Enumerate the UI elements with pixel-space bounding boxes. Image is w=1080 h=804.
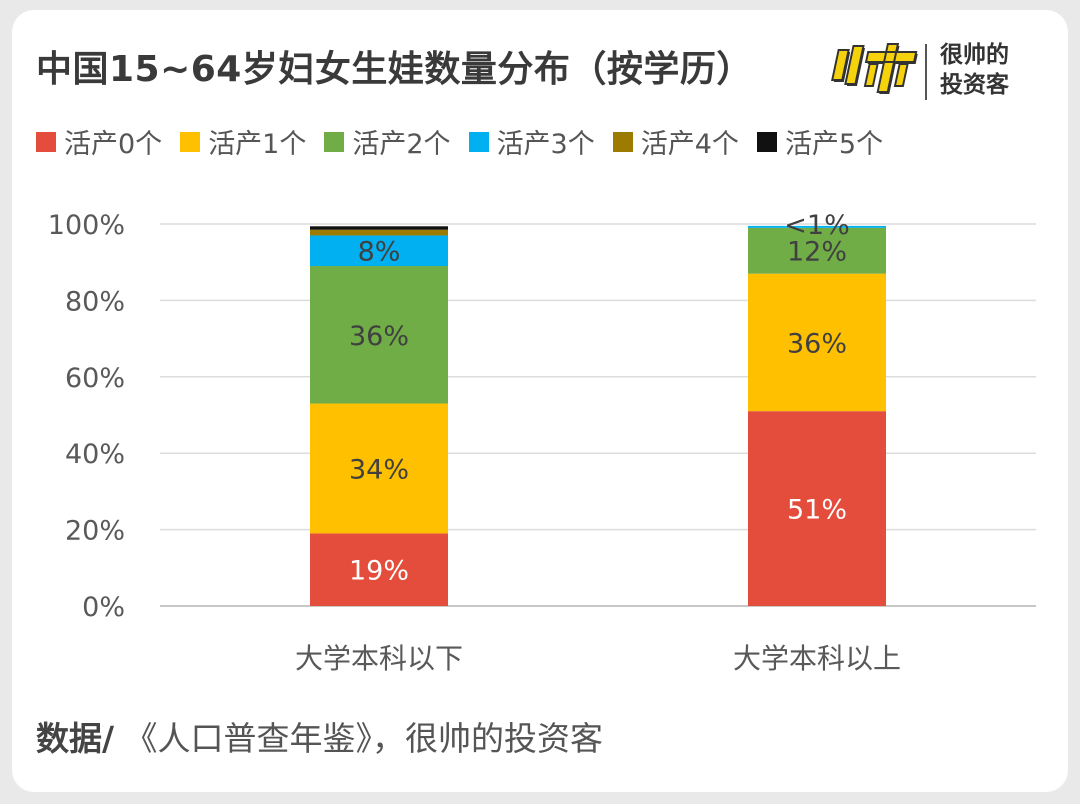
legend-item: 活产0个 bbox=[36, 122, 162, 161]
bar-segment bbox=[310, 226, 448, 230]
brand-name: 很帅的 投资客 bbox=[940, 40, 1009, 100]
bar-segment bbox=[310, 229, 448, 236]
x-category-label: 大学本科以上 bbox=[733, 642, 901, 675]
y-tick-label: 100% bbox=[48, 210, 125, 241]
data-label: 51% bbox=[787, 495, 847, 526]
legend-item: 活产4个 bbox=[612, 122, 739, 161]
data-label: 19% bbox=[349, 556, 409, 587]
legend-swatch bbox=[468, 131, 489, 152]
legend-item: 活产1个 bbox=[180, 122, 306, 161]
legend-label: 活产3个 bbox=[496, 129, 595, 160]
chart-legend: 活产0个 活产1个 活产2个 活产3个 活产4个 活产5个 bbox=[36, 122, 901, 161]
bar-segment bbox=[310, 235, 448, 267]
source-text: 《人口普查年鉴》，很帅的投资客 bbox=[114, 719, 604, 758]
legend-swatch bbox=[180, 131, 201, 152]
bar-segment bbox=[310, 403, 448, 534]
bar-segment bbox=[748, 227, 886, 274]
legend-item: 活产2个 bbox=[324, 122, 451, 161]
bar-segment bbox=[748, 273, 886, 412]
bar-segment bbox=[748, 411, 886, 606]
legend-swatch bbox=[36, 131, 56, 152]
legend-label: 活产5个 bbox=[784, 129, 884, 160]
x-category-label: 大学本科以下 bbox=[295, 642, 463, 675]
bar-segment bbox=[310, 533, 448, 606]
data-label: 34% bbox=[349, 454, 409, 485]
chart-title: 中国15~64岁妇女生娃数量分布（按学历） bbox=[36, 49, 753, 90]
brand-line2: 投资客 bbox=[940, 72, 1009, 98]
brand-line1: 很帅的 bbox=[940, 42, 1009, 68]
data-source: 数据/ 《人口普查年鉴》，很帅的投资客 bbox=[36, 712, 603, 760]
data-label: <1% bbox=[784, 210, 849, 241]
brand-divider bbox=[925, 44, 927, 100]
y-tick-label: 40% bbox=[65, 439, 125, 470]
bar-segment bbox=[310, 266, 448, 404]
y-tick-label: 0% bbox=[82, 592, 125, 623]
legend-label: 活产4个 bbox=[640, 129, 739, 160]
y-tick-label: 20% bbox=[65, 516, 125, 547]
legend-item: 活产3个 bbox=[468, 122, 595, 161]
legend-item: 活产5个 bbox=[756, 122, 884, 161]
legend-label: 活产0个 bbox=[64, 129, 163, 160]
data-label: 12% bbox=[787, 237, 847, 268]
y-tick-label: 80% bbox=[65, 286, 125, 317]
data-label: 36% bbox=[787, 328, 847, 359]
legend-swatch bbox=[324, 131, 345, 152]
source-label: 数据/ bbox=[36, 719, 115, 758]
legend-swatch bbox=[756, 131, 777, 152]
data-label: 8% bbox=[358, 237, 401, 268]
shuai-logo-icon bbox=[831, 43, 918, 94]
legend-label: 活产1个 bbox=[208, 129, 307, 160]
legend-swatch bbox=[612, 131, 633, 152]
y-tick-label: 60% bbox=[65, 363, 125, 394]
data-label: 36% bbox=[349, 321, 409, 352]
bar-segment bbox=[748, 225, 886, 228]
legend-label: 活产2个 bbox=[352, 129, 451, 160]
